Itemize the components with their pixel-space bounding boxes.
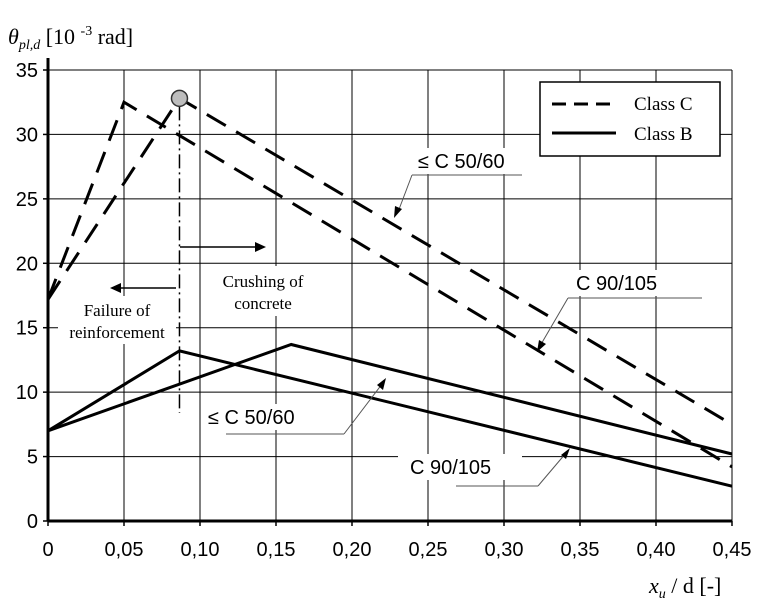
x-title-symbol: x xyxy=(648,573,659,598)
callout-b-lower-pointer xyxy=(537,452,567,487)
y-title-subscript: pl,d xyxy=(18,38,41,53)
x-title-subscript: u xyxy=(659,587,666,602)
callout-b-upper-label: ≤ C 50/60 xyxy=(208,407,295,429)
y-title-unit-prefix: [10 xyxy=(46,24,75,49)
x-tick-label-0: 0 xyxy=(42,539,53,561)
x-tick-label-1: 0,05 xyxy=(105,539,144,561)
x-tick-label-9: 0,45 xyxy=(713,539,752,561)
callout-b-lower-label: C 90/105 xyxy=(410,457,491,479)
series-line-class-c-1 xyxy=(46,99,733,469)
x-tick-label-6: 0,30 xyxy=(485,539,524,561)
y-tick-label-7: 35 xyxy=(16,60,38,82)
callout-b-lower-bg xyxy=(398,454,522,480)
y-tick-label-2: 10 xyxy=(16,382,38,404)
x-tick-label-5: 0,25 xyxy=(409,539,448,561)
callout-c-lower-arrow xyxy=(537,340,546,352)
arrow-right-head xyxy=(255,242,266,252)
y-tick-label-3: 15 xyxy=(16,318,38,340)
legend: Class C Class B xyxy=(539,81,721,157)
y-title-symbol: θ xyxy=(8,24,19,49)
callout-b-upper-arrow xyxy=(377,378,386,390)
y-title-exponent: -3 xyxy=(81,24,93,39)
callout-c-upper-arrow xyxy=(394,206,402,218)
crushing-label-line1: Crushing of xyxy=(223,272,304,291)
crushing-label-line2: concrete xyxy=(234,294,292,313)
y-tick-label-1: 5 xyxy=(27,447,38,469)
y-tick-label-4: 20 xyxy=(16,253,38,275)
failure-label-bg xyxy=(58,296,176,344)
x-tick-label-2: 0,10 xyxy=(181,539,220,561)
legend-box xyxy=(539,81,721,157)
x-axis-title: xu / d [-] xyxy=(648,573,721,602)
series-callouts: ≤ C 50/60 C 90/105 ≤ C 50/60 C 90/105 xyxy=(206,148,702,487)
x-title-rest: / d [-] xyxy=(671,573,721,598)
callout-c-upper-bg xyxy=(416,148,514,174)
peak-marker xyxy=(170,89,189,108)
callout-c-lower-label: C 90/105 xyxy=(576,273,657,295)
x-tick-label-7: 0,35 xyxy=(561,539,600,561)
callout-b-lower-arrow xyxy=(561,448,570,459)
legend-label-class-c: Class C xyxy=(634,94,693,115)
callout-b-upper-bg xyxy=(206,404,320,430)
series-line-class-b-3 xyxy=(47,342,733,456)
tick-labels: 0 0,05 0,10 0,15 0,20 0,25 0,30 0,35 0,40 0,45 0 5 1… xyxy=(16,60,752,561)
failure-label-line1: Failure of xyxy=(84,301,151,320)
x-tick-label-8: 0,40 xyxy=(637,539,676,561)
crushing-label-bg xyxy=(207,266,319,316)
callout-c-upper-label: ≤ C 50/60 xyxy=(418,151,505,173)
y-tick-label-6: 30 xyxy=(16,124,38,146)
legend-label-class-b: Class B xyxy=(634,124,693,145)
callout-c-lower-bg xyxy=(574,270,698,296)
callout-c-upper-pointer xyxy=(397,174,413,213)
callout-c-lower-pointer xyxy=(539,297,569,347)
failure-label-line2: reinforcement xyxy=(69,323,165,342)
x-tick-label-3: 0,15 xyxy=(257,539,296,561)
region-annotations: Failure of reinforcement Crushing of con… xyxy=(58,242,319,344)
y-axis-title: θpl,d [10 -3 rad] xyxy=(8,24,133,53)
y-title-unit-suffix: rad] xyxy=(98,24,133,49)
x-tick-label-4: 0,20 xyxy=(333,539,372,561)
arrow-left-head xyxy=(110,283,121,293)
y-tick-label-5: 25 xyxy=(16,189,38,211)
y-tick-label-0: 0 xyxy=(27,511,38,533)
callout-b-upper-pointer xyxy=(343,383,383,435)
